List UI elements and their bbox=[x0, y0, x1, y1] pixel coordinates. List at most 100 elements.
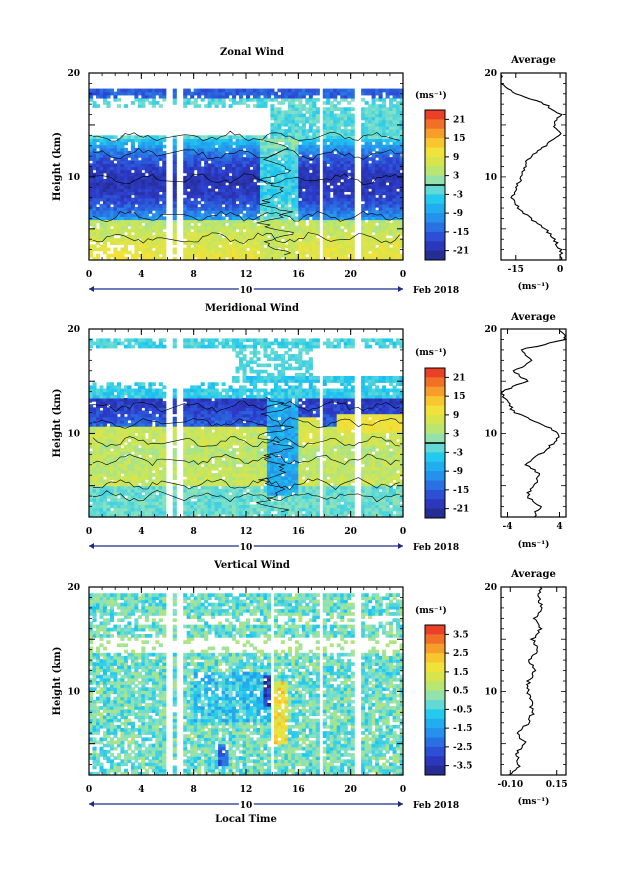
heatmap-cell bbox=[389, 144, 394, 149]
heatmap-cell bbox=[340, 166, 345, 171]
heatmap-cell bbox=[371, 116, 376, 121]
heatmap-cell bbox=[204, 160, 209, 164]
heatmap-cell bbox=[322, 91, 327, 96]
heatmap-cell bbox=[263, 97, 268, 102]
heatmap-cell bbox=[287, 256, 292, 261]
heatmap-cell bbox=[340, 154, 345, 158]
heatmap-cell bbox=[392, 110, 397, 115]
heatmap-cell bbox=[312, 222, 317, 227]
heatmap-cell bbox=[141, 479, 146, 484]
heatmap-cell bbox=[116, 172, 121, 177]
heatmap-cell bbox=[291, 97, 296, 102]
heatmap-cell bbox=[350, 91, 355, 96]
heatmap-cell bbox=[89, 435, 94, 440]
heatmap-cell bbox=[92, 207, 97, 211]
heatmap-cell bbox=[340, 191, 345, 196]
heatmap-cell bbox=[162, 466, 167, 471]
heatmap-cell bbox=[141, 451, 146, 455]
heatmap-cell bbox=[371, 107, 376, 111]
heatmap-cell bbox=[312, 104, 317, 108]
x-tick-label: 4 bbox=[138, 270, 144, 280]
heatmap-cell bbox=[116, 141, 121, 146]
heatmap-cell bbox=[130, 413, 135, 418]
heatmap-cell bbox=[364, 228, 369, 233]
heatmap-cell bbox=[305, 194, 310, 199]
heatmap-cell bbox=[315, 163, 320, 168]
heatmap-cell bbox=[301, 219, 306, 224]
heatmap-cell bbox=[214, 241, 219, 246]
heatmap-cell bbox=[155, 432, 160, 437]
heatmap-cell bbox=[120, 188, 125, 193]
heatmap-cell bbox=[273, 113, 278, 118]
heatmap-cell bbox=[162, 216, 167, 221]
heatmap-cell bbox=[183, 338, 188, 343]
heatmap-cell bbox=[158, 470, 163, 474]
heatmap-cell bbox=[284, 231, 289, 236]
heatmap-cell bbox=[127, 441, 132, 446]
heatmap-cell bbox=[218, 188, 223, 193]
heatmap-cell bbox=[263, 169, 268, 174]
heatmap-cell bbox=[399, 182, 404, 186]
heatmap-cell bbox=[183, 341, 188, 346]
heatmap-cell bbox=[183, 488, 188, 493]
heatmap-cell bbox=[99, 510, 104, 515]
heatmap-cell bbox=[172, 216, 177, 221]
heatmap-cell bbox=[130, 479, 135, 484]
heatmap-cell bbox=[343, 119, 348, 124]
heatmap-cell bbox=[280, 88, 285, 93]
heatmap-cell bbox=[378, 256, 383, 261]
heatmap-cell bbox=[120, 160, 125, 164]
heatmap-cell bbox=[322, 210, 327, 214]
heatmap-cell bbox=[326, 144, 331, 149]
heatmap-cell bbox=[277, 154, 282, 158]
heatmap-cell bbox=[155, 197, 160, 202]
heatmap-cell bbox=[382, 178, 387, 183]
heatmap-cell bbox=[252, 253, 258, 258]
heatmap-cell bbox=[95, 256, 101, 261]
heatmap-cell bbox=[113, 147, 118, 152]
heatmap-cell bbox=[127, 435, 132, 440]
heatmap-cell bbox=[239, 172, 244, 177]
heatmap-cell bbox=[382, 175, 387, 180]
heatmap-cell bbox=[385, 163, 390, 168]
heatmap-cell bbox=[186, 410, 191, 415]
heatmap-cell bbox=[385, 250, 390, 255]
heatmap-cell bbox=[155, 160, 160, 164]
heatmap-cell bbox=[102, 182, 108, 186]
heatmap-cell bbox=[322, 207, 327, 211]
heatmap-cell bbox=[155, 391, 160, 396]
heatmap-cell bbox=[113, 241, 118, 246]
heatmap-cell bbox=[102, 454, 108, 459]
heatmap-cell bbox=[162, 401, 167, 405]
heatmap-cell bbox=[273, 222, 278, 227]
heatmap-cell bbox=[336, 101, 341, 105]
heatmap-cell bbox=[305, 250, 310, 255]
heatmap-cell bbox=[343, 185, 348, 189]
heatmap-cell bbox=[99, 451, 104, 455]
heatmap-cell bbox=[120, 410, 125, 415]
heatmap-cell bbox=[158, 426, 163, 430]
heatmap-cell bbox=[116, 466, 121, 471]
heatmap-cell bbox=[172, 401, 177, 405]
heatmap-cell bbox=[343, 253, 348, 258]
heatmap-cell bbox=[204, 150, 209, 155]
heatmap-cell bbox=[186, 244, 191, 249]
heatmap-cell bbox=[99, 225, 104, 230]
heatmap-cell bbox=[116, 222, 121, 227]
heatmap-cell bbox=[106, 138, 111, 143]
heatmap-cell bbox=[141, 250, 146, 255]
heatmap-cell bbox=[204, 94, 209, 99]
heatmap-cell bbox=[113, 144, 118, 149]
heatmap-cell bbox=[89, 397, 94, 402]
heatmap-cell bbox=[134, 485, 139, 490]
heatmap-cell bbox=[228, 157, 233, 161]
heatmap-cell bbox=[116, 191, 121, 196]
heatmap-cell bbox=[280, 235, 285, 239]
heatmap-cell bbox=[190, 135, 195, 140]
heatmap-cell bbox=[350, 169, 355, 174]
heatmap-cell bbox=[361, 182, 366, 186]
heatmap-cell bbox=[301, 213, 306, 217]
heatmap-cell bbox=[123, 228, 128, 233]
heatmap-cell bbox=[130, 485, 135, 490]
heatmap-cell bbox=[326, 231, 331, 236]
